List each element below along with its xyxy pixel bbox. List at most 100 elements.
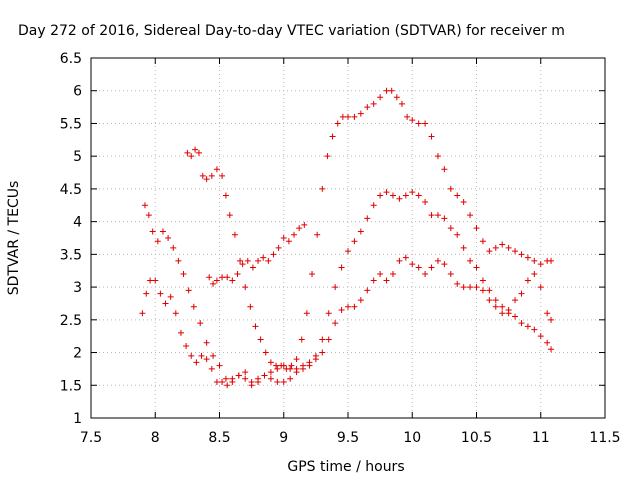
data-point [404, 113, 411, 120]
data-point [237, 257, 244, 264]
y-tick-label: 4.5 [60, 182, 82, 198]
x-tick-label: 11 [532, 430, 550, 446]
data-point [301, 221, 308, 228]
data-point [441, 261, 448, 268]
data-point [242, 369, 249, 376]
data-point [296, 225, 303, 232]
data-point [447, 185, 454, 192]
data-point [224, 274, 231, 281]
data-point [188, 153, 195, 160]
data-point [447, 225, 454, 232]
data-point [383, 87, 390, 94]
data-point [147, 277, 154, 284]
data-point [262, 349, 269, 356]
y-tick-label: 2.5 [60, 313, 82, 329]
data-point [357, 228, 364, 235]
data-point [145, 212, 152, 219]
data-point [229, 379, 236, 385]
data-point [338, 307, 345, 313]
data-point [249, 264, 256, 271]
data-point [170, 244, 177, 251]
y-tick-label: 4 [73, 215, 82, 231]
data-point [244, 257, 251, 264]
data-point [247, 303, 254, 310]
x-tick-label: 10.5 [461, 430, 492, 446]
data-point [298, 336, 305, 343]
data-point [357, 110, 364, 117]
data-point [203, 356, 210, 363]
data-points [139, 87, 555, 389]
y-tick-label: 1 [73, 411, 82, 427]
data-point [339, 113, 346, 120]
data-point [434, 257, 441, 264]
data-point [398, 100, 405, 107]
data-point [422, 199, 429, 205]
data-point [345, 113, 351, 120]
data-point [396, 257, 403, 264]
data-point [260, 254, 267, 261]
y-axis-label: SDTVAR / TECUs [6, 181, 22, 296]
data-point [447, 271, 454, 277]
data-point [329, 133, 336, 140]
data-point [518, 320, 525, 327]
data-point [159, 228, 166, 235]
data-point [492, 297, 499, 304]
data-point [203, 176, 210, 183]
data-point [203, 339, 210, 346]
data-point [434, 212, 441, 219]
data-point [242, 375, 249, 382]
data-point [285, 238, 292, 245]
data-point [192, 146, 199, 153]
data-point [242, 284, 249, 291]
data-point [415, 120, 422, 127]
data-point [396, 195, 403, 202]
data-point [499, 310, 506, 317]
data-point [531, 326, 538, 333]
data-point [505, 244, 512, 251]
data-point [377, 192, 384, 199]
plot-frame [90, 57, 606, 419]
data-point [210, 280, 217, 287]
series-3 [184, 87, 555, 372]
data-point [224, 382, 231, 389]
data-point [524, 254, 531, 261]
data-point [351, 303, 358, 310]
data-point [248, 379, 255, 385]
data-point [473, 225, 480, 232]
data-point [239, 261, 246, 268]
data-point [370, 277, 377, 284]
series-1 [139, 254, 555, 389]
data-point [234, 271, 241, 277]
data-point [312, 352, 319, 359]
data-point [319, 336, 326, 343]
data-point [402, 254, 409, 261]
data-point [255, 375, 262, 382]
y-tick-label: 6.5 [60, 51, 82, 67]
data-point [195, 149, 202, 156]
data-point [165, 235, 172, 241]
data-point [351, 113, 358, 120]
data-point [216, 362, 223, 369]
data-point [473, 284, 480, 291]
data-point [415, 264, 422, 271]
data-point [184, 149, 191, 156]
data-point [274, 365, 281, 372]
data-point [208, 172, 215, 179]
data-point [229, 277, 236, 284]
data-point [531, 271, 538, 277]
data-point [275, 244, 282, 251]
data-point [303, 310, 310, 317]
data-point [332, 284, 339, 291]
data-point [473, 264, 480, 271]
x-tick-label: 8 [151, 430, 160, 446]
data-point [377, 94, 384, 101]
data-point [460, 284, 467, 291]
data-point [537, 333, 544, 340]
data-point [364, 287, 371, 294]
data-point [428, 212, 435, 219]
y-tick-label: 6 [73, 84, 82, 100]
data-point [213, 379, 220, 385]
data-point [252, 323, 259, 330]
data-point [383, 189, 390, 196]
data-point [467, 212, 474, 219]
